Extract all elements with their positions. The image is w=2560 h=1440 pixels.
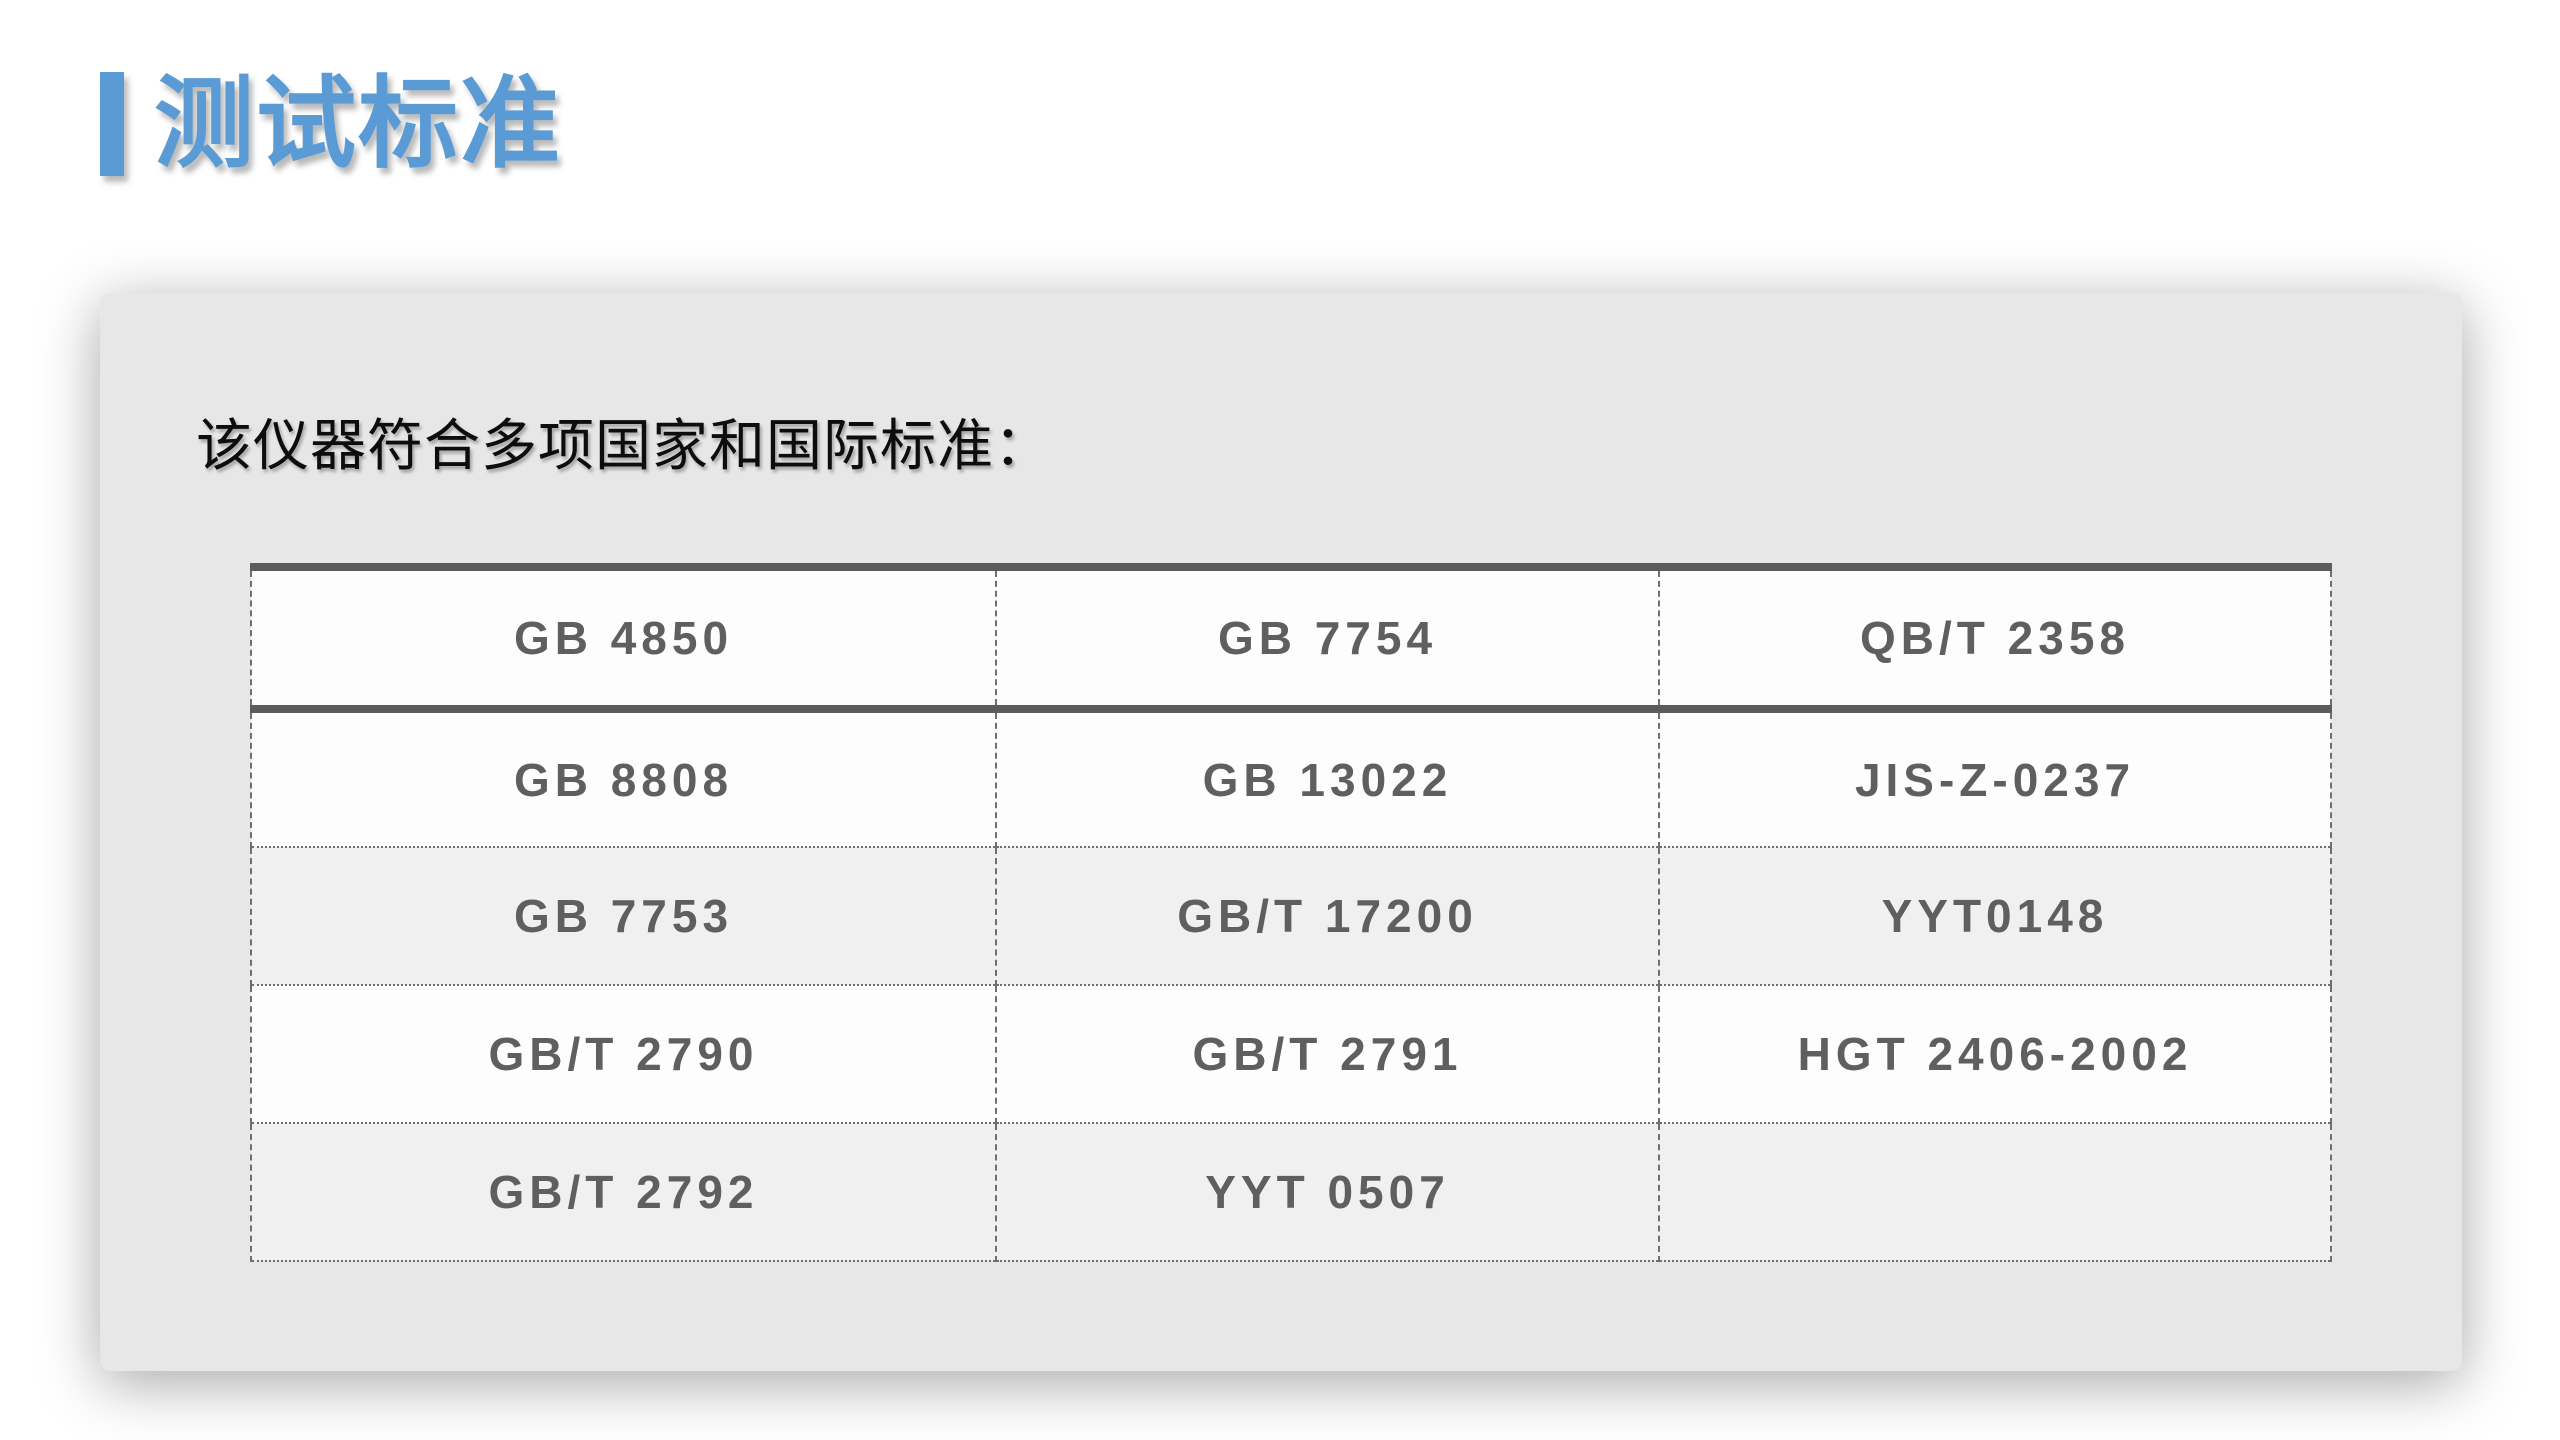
table-cell: GB 4850 [250,563,997,713]
cell-text: GB/T 2790 [488,1028,759,1080]
table-row: GB 8808 GB 13022 JIS-Z-0237 [250,709,2332,848]
cell-text: GB 13022 [1202,753,1453,806]
table-cell: YYT 0507 [995,1123,1660,1262]
table-row: GB/T 2790 GB/T 2791 HGT 2406-2002 [250,985,2332,1124]
table-row: GB 7753 GB/T 17200 YYT0148 [250,847,2332,986]
table-cell: GB/T 2792 [250,1123,997,1262]
table-cell: YYT0148 [1658,847,2332,986]
cell-text: GB 8808 [513,753,734,806]
table-cell: GB 7753 [250,847,997,986]
table-cell: HGT 2406-2002 [1658,985,2332,1124]
slide-title-block: 测试标准 [100,72,562,176]
table-cell: GB 7754 [995,563,1660,713]
table-cell: JIS-Z-0237 [1658,709,2332,848]
page-title: 测试标准 [154,68,562,180]
cell-text: GB 7754 [1217,612,1438,664]
cell-text: GB 4850 [513,612,734,664]
cell-text: GB/T 17200 [1177,890,1478,942]
table-cell [1658,1123,2332,1262]
table-cell: GB/T 17200 [995,847,1660,986]
cell-text: GB/T 2791 [1192,1028,1463,1080]
content-card: 该仪器符合多项国家和国际标准： GB 4850 GB 7754 QB/T 235… [100,293,2462,1371]
table-cell: GB 8808 [250,709,997,848]
cell-text: GB 7753 [513,890,734,942]
table-row: GB/T 2792 YYT 0507 [250,1123,2332,1262]
table-cell: QB/T 2358 [1658,563,2332,713]
cell-text: GB/T 2792 [488,1166,759,1218]
table-cell: GB/T 2791 [995,985,1660,1124]
title-accent-bar [100,72,124,176]
intro-text: 该仪器符合多项国家和国际标准： [196,414,1051,477]
cell-text: YYT 0507 [1205,1166,1450,1218]
cell-text: HGT 2406-2002 [1797,1028,2193,1080]
standards-table: GB 4850 GB 7754 QB/T 2358 GB 8808 GB 130… [250,563,2332,1262]
cell-text: JIS-Z-0237 [1854,753,2136,806]
cell-text: YYT0148 [1881,890,2109,942]
table-row: GB 4850 GB 7754 QB/T 2358 [250,563,2332,713]
table-cell: GB/T 2790 [250,985,997,1124]
table-cell: GB 13022 [995,709,1660,848]
cell-text: QB/T 2358 [1860,612,2130,664]
